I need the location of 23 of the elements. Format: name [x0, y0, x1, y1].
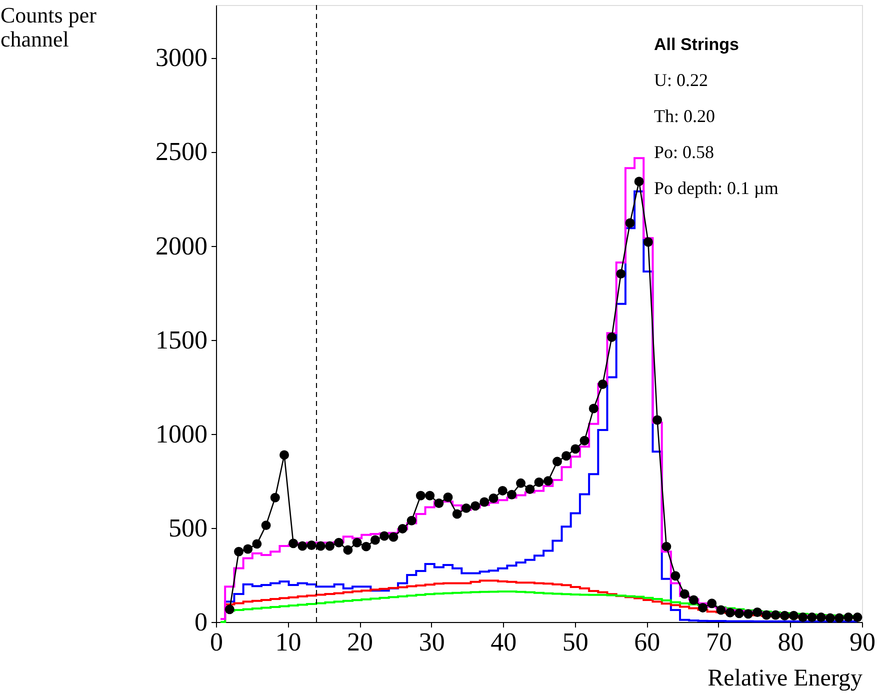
annotation: All Strings [654, 35, 740, 54]
x-tick-label: 50 [562, 628, 588, 656]
y-tick-label: 500 [168, 513, 208, 542]
annotation: U: 0.22 [654, 70, 708, 90]
annotation: Po depth: 0.1 µm [654, 178, 778, 198]
x-tick-label: 60 [634, 628, 660, 656]
x-axis-title: Relative Energy [708, 666, 862, 692]
x-tick-label: 40 [490, 628, 517, 656]
y-tick-label: 2000 [156, 231, 208, 260]
annotation: Th: 0.20 [654, 106, 715, 126]
x-tick-label: 70 [706, 628, 732, 656]
y-tick-label: 3000 [156, 43, 208, 72]
x-tick-label: 80 [778, 628, 804, 656]
y-tick-label: 2500 [156, 137, 208, 166]
x-tick-label: 30 [418, 628, 445, 656]
y-tick-label: 1000 [156, 419, 208, 448]
annotation: Po: 0.58 [654, 142, 714, 162]
y-tick-label: 0 [194, 608, 208, 636]
y-tick-label: 1500 [156, 325, 208, 354]
y-axis-title: Counts per channel [0, 2, 98, 52]
x-tick-label: 20 [347, 628, 374, 656]
x-tick-label: 10 [275, 628, 302, 656]
x-tick-label: 90 [850, 628, 876, 656]
